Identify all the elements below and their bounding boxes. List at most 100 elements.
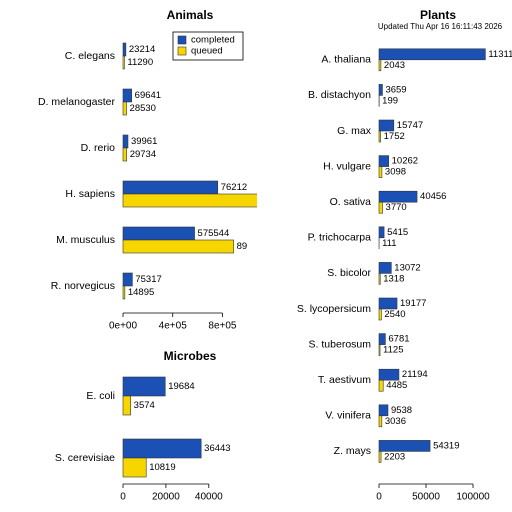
value-label: 29734: [130, 149, 156, 160]
bar: [378, 226, 385, 239]
category-label: H. sapiens: [65, 188, 115, 200]
value-label: 69641: [135, 90, 161, 101]
value-label: 21194: [402, 369, 428, 380]
value-label: 11290: [127, 57, 153, 68]
value-label: 3574: [134, 400, 155, 411]
bar: [122, 88, 132, 103]
category-label: S. lycopersicum: [297, 303, 371, 315]
bar: [378, 379, 384, 392]
value-label: 28530: [130, 103, 156, 114]
x-tick-label: 20000: [152, 492, 180, 503]
bar: [122, 457, 147, 478]
bar: [122, 55, 125, 70]
bar: [122, 180, 219, 195]
legend-swatch: [177, 46, 187, 56]
bar: [378, 297, 398, 310]
x-tick-label: 0: [376, 492, 382, 503]
value-label: 6781: [388, 334, 409, 345]
x-tick-label: 4e+05: [159, 321, 188, 332]
bar: [378, 155, 389, 167]
value-label: 111: [382, 238, 396, 249]
value-label: 575544: [198, 228, 230, 239]
value-label: 9538: [391, 405, 412, 416]
x-tick-label: 8e+05: [208, 321, 237, 332]
value-label: 23214: [129, 44, 155, 55]
value-label: 39961: [131, 136, 157, 147]
bar: [378, 262, 392, 274]
bar: [122, 239, 234, 254]
bar: [122, 272, 133, 287]
category-label: V. vinifera: [325, 410, 371, 422]
panel-bars: 23214 11290 69641 28530 39961 29734 76212 57554…: [122, 42, 257, 300]
panel-bars: 19684 3574 36443 10819: [122, 376, 231, 478]
panel-subtitle: Updated Thu Apr 16 16:11:43 2026: [378, 22, 503, 31]
value-label: 1318: [383, 273, 404, 284]
bar: [122, 42, 127, 57]
value-label: 40456: [420, 191, 446, 202]
legend-label: queued: [191, 46, 223, 57]
category-label: T. aestivum: [318, 374, 371, 386]
bar: [122, 226, 195, 241]
panel-title: Microbes: [164, 349, 217, 363]
value-label: 15747: [397, 120, 423, 131]
value-label: 1752: [384, 131, 405, 142]
value-label: 2043: [384, 60, 405, 71]
value-label: 113118: [488, 49, 512, 60]
category-label: G. max: [337, 125, 372, 137]
category-label: A. thaliana: [321, 54, 371, 66]
bar: [122, 376, 166, 397]
bar: [378, 130, 381, 143]
bar: [122, 285, 126, 300]
x-tick-label: 50000: [412, 492, 440, 503]
value-label: 1125: [383, 345, 403, 356]
bar: [378, 333, 386, 345]
bar: [378, 84, 383, 96]
value-label: 89: [237, 241, 248, 252]
value-label: 76212: [221, 182, 247, 193]
bar: [378, 59, 382, 72]
value-label: 5415: [387, 227, 408, 238]
legend-label: completed: [191, 35, 235, 46]
bar: [122, 395, 131, 416]
bar: [378, 48, 486, 61]
category-label: E. coli: [86, 390, 115, 402]
category-label: D. rerio: [81, 142, 116, 154]
bar: [122, 134, 129, 149]
x-tick-label: 100000: [456, 492, 490, 503]
category-label: D. melanogaster: [38, 96, 116, 108]
category-label: M. musculus: [56, 234, 115, 246]
category-label: S. tuberosum: [309, 338, 372, 350]
value-label: 2540: [384, 309, 405, 320]
category-label: P. trichocarpa: [308, 232, 372, 244]
bar: [378, 415, 383, 428]
bar: [122, 193, 257, 208]
category-label: S. cerevisiae: [55, 452, 115, 464]
value-label: 199: [382, 95, 398, 106]
value-label: 10262: [392, 156, 418, 167]
value-label: 10819: [149, 462, 175, 473]
panel-title: Plants: [420, 8, 456, 22]
value-label: 3770: [386, 202, 407, 213]
bar: [122, 147, 127, 162]
value-label: 4485: [386, 380, 407, 391]
bar: [122, 438, 202, 459]
x-tick-label: 0: [120, 492, 126, 503]
bar: [378, 404, 389, 417]
value-label: 19684: [168, 381, 194, 392]
bar: [378, 119, 395, 132]
legend-swatch: [177, 35, 187, 45]
category-label: O. sativa: [330, 196, 372, 208]
category-label: R. norvegicus: [51, 280, 115, 292]
value-label: 2203: [384, 451, 405, 462]
category-label: C. elegans: [65, 50, 115, 62]
value-label: 36443: [204, 443, 230, 454]
bar: [378, 166, 383, 178]
value-label: 19177: [400, 298, 426, 309]
bar: [378, 201, 383, 214]
bar: [378, 273, 381, 285]
bar: [378, 451, 382, 463]
value-label: 14895: [128, 287, 154, 298]
value-label: 13072: [394, 262, 420, 273]
